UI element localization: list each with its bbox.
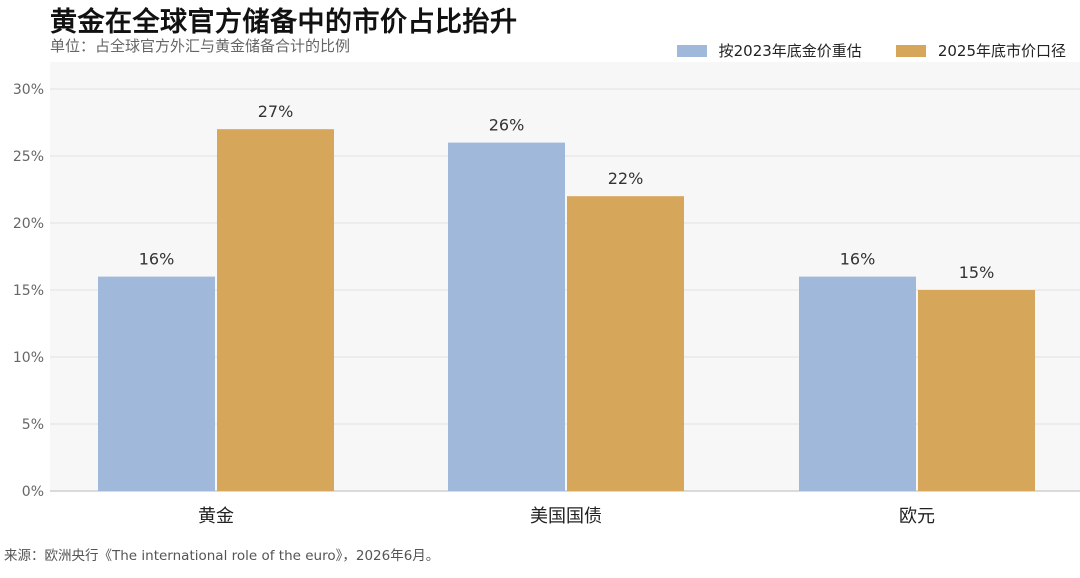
- data-label: 15%: [959, 263, 995, 282]
- bar: [567, 196, 684, 491]
- bar: [799, 276, 916, 491]
- bar: [98, 276, 215, 491]
- x-tick-label: 美国国债: [530, 506, 602, 527]
- legend-label-series-2: 2025年底市价口径: [937, 42, 1066, 60]
- legend: 按2023年底金价重估 2025年底市价口径: [643, 40, 1066, 61]
- legend-item-series-1: 按2023年底金价重估: [676, 40, 862, 61]
- legend-label-series-1: 按2023年底金价重估: [718, 42, 862, 60]
- legend-swatch-series-1: [676, 44, 707, 57]
- data-label: 16%: [139, 250, 175, 269]
- bar: [217, 129, 334, 491]
- y-tick-label: 30%: [13, 82, 44, 98]
- chart-subtitle: 单位：占全球官方外汇与黄金储备合计的比例: [50, 37, 351, 55]
- legend-item-series-2: 2025年底市价口径: [895, 40, 1066, 61]
- chart-title: 黄金在全球官方储备中的市价占比抬升: [50, 7, 518, 38]
- x-tick-label: 黄金: [198, 506, 234, 527]
- bar: [448, 142, 565, 491]
- y-tick-label: 25%: [13, 149, 44, 165]
- x-tick-label: 欧元: [899, 506, 935, 527]
- y-tick-label: 20%: [13, 216, 44, 232]
- data-label: 16%: [840, 250, 876, 269]
- legend-swatch-series-2: [895, 44, 926, 57]
- bar: [918, 290, 1035, 491]
- y-tick-label: 15%: [13, 283, 44, 299]
- y-tick-label: 0%: [22, 484, 44, 500]
- data-label: 27%: [258, 102, 294, 121]
- source-note: 来源：欧洲央行《The international role of the eu…: [4, 548, 440, 564]
- data-label: 26%: [489, 116, 525, 135]
- y-tick-label: 5%: [22, 417, 44, 433]
- y-tick-label: 10%: [13, 350, 44, 366]
- data-label: 22%: [608, 169, 644, 188]
